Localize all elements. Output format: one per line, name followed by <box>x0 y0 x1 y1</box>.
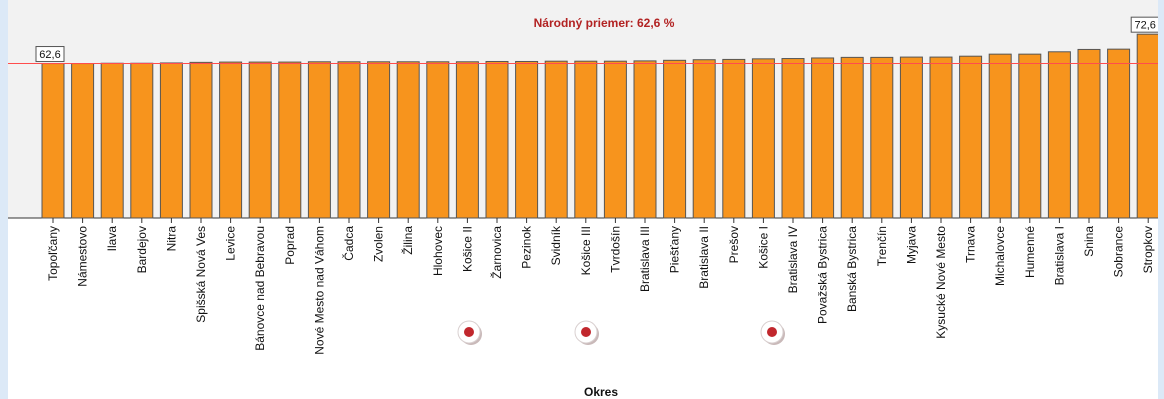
x-tick-label: Spišská Nová Ves <box>194 226 208 323</box>
bar-27[interactable] <box>811 57 835 219</box>
bar-26[interactable] <box>781 58 805 219</box>
x-tick-label: Bratislava II <box>697 226 711 289</box>
x-tick-label: Bardejov <box>135 226 149 273</box>
bar-38[interactable] <box>1136 33 1158 219</box>
x-tick-label: Zvolen <box>372 226 386 262</box>
x-tick-label: Stropkov <box>1141 226 1155 273</box>
bar-29[interactable] <box>870 56 894 219</box>
x-tick-label: Bratislava I <box>1052 226 1066 285</box>
x-tick-label: Myjava <box>904 226 918 264</box>
bar-20[interactable] <box>603 60 627 219</box>
x-tick-label: Bratislava IV <box>786 226 800 293</box>
x-tick-label: Námestovo <box>76 226 90 287</box>
x-tick-label: Hlohovec <box>431 226 445 276</box>
bar-35[interactable] <box>1047 51 1071 219</box>
x-tick-label: Prešov <box>727 226 741 263</box>
x-tick-label: Ilava <box>105 226 119 252</box>
x-tick-label: Žilina <box>400 226 415 255</box>
bar-37[interactable] <box>1107 48 1131 219</box>
bar-16[interactable] <box>485 60 509 219</box>
bar-33[interactable] <box>988 53 1012 219</box>
bar-30[interactable] <box>899 56 923 219</box>
bar-17[interactable] <box>515 60 539 219</box>
x-tick-label: Kysucké Nové Mesto <box>934 226 948 339</box>
x-tick-label: Tvrdošín <box>608 226 622 273</box>
x-tick-label: Bratislava III <box>638 226 652 292</box>
bar-6[interactable] <box>189 61 213 219</box>
x-tick-label: Košice III <box>579 226 593 275</box>
bar-15[interactable] <box>455 61 479 219</box>
bar-11[interactable] <box>337 61 361 219</box>
bar-14[interactable] <box>426 61 450 219</box>
bar-19[interactable] <box>574 60 598 219</box>
bar-31[interactable] <box>929 56 953 219</box>
bar-18[interactable] <box>544 60 568 219</box>
bar-23[interactable] <box>692 59 716 219</box>
x-tick-label: Topoľčany <box>46 226 60 281</box>
data-label: 72,6 <box>1134 20 1155 32</box>
x-tick-label: Trenčín <box>875 226 889 266</box>
bar-21[interactable] <box>633 60 657 219</box>
x-tick-label: Bánovce nad Bebravou <box>253 226 267 351</box>
x-tick-label: Košice I <box>756 226 770 269</box>
x-tick-label: Trnava <box>964 226 978 263</box>
bar-chart: Topoľčany Námestovo Ilava Bardejov Nitra Spiš… <box>8 0 1158 399</box>
x-tick-label: Humenné <box>1023 226 1037 278</box>
x-tick-label: Žarnovica <box>489 226 504 279</box>
bar-36[interactable] <box>1077 48 1101 219</box>
bar-22[interactable] <box>663 59 687 219</box>
x-tick-label: Piešťany <box>668 226 682 273</box>
bar-10[interactable] <box>307 61 331 219</box>
bar-12[interactable] <box>367 61 391 219</box>
data-label-box <box>1130 16 1158 33</box>
bar-34[interactable] <box>1018 53 1042 219</box>
x-tick-label: Svidník <box>549 225 563 265</box>
bar-4[interactable] <box>130 62 154 219</box>
bar-9[interactable] <box>278 61 302 219</box>
x-tick-label: Michalovce <box>993 226 1007 286</box>
data-label-box <box>35 46 65 63</box>
bar-8[interactable] <box>248 61 272 219</box>
red-dot-marker-icon[interactable] <box>767 327 777 337</box>
bar-32[interactable] <box>959 55 983 219</box>
x-tick-label: Košice II <box>460 226 474 272</box>
red-dot-marker-icon[interactable] <box>464 327 474 337</box>
bar-25[interactable] <box>751 58 775 219</box>
bar-7[interactable] <box>219 61 243 219</box>
x-tick-label: Považská Bystrica <box>816 226 830 324</box>
x-tick-label: Snina <box>1082 226 1096 257</box>
x-tick-label: Nitra <box>164 226 178 252</box>
bar-13[interactable] <box>396 61 420 219</box>
bar-24[interactable] <box>722 58 746 219</box>
x-tick-label: Nové Mesto nad Váhom <box>312 226 326 355</box>
x-axis-title: Okres <box>584 385 618 399</box>
x-tick-label: Sobrance <box>1112 226 1126 278</box>
bar-5[interactable] <box>159 62 183 219</box>
x-tick-label: Poprad <box>283 226 297 265</box>
chart-frame: Topoľčany Námestovo Ilava Bardejov Nitra Spiš… <box>8 0 1158 399</box>
bar-3[interactable] <box>100 62 124 219</box>
x-tick-label: Čadca <box>341 226 356 261</box>
bar-28[interactable] <box>840 56 864 219</box>
reference-line-label: Národný priemer: 62,6 % <box>534 16 675 30</box>
x-tick-label: Pezinok <box>520 225 534 269</box>
bar-1[interactable] <box>41 63 65 219</box>
bar-2[interactable] <box>71 63 95 219</box>
x-tick-label: Banská Bystrica <box>845 226 859 312</box>
data-label: 62,6 <box>39 49 60 61</box>
red-dot-marker-icon[interactable] <box>581 327 591 337</box>
x-tick-label: Levice <box>224 226 238 261</box>
